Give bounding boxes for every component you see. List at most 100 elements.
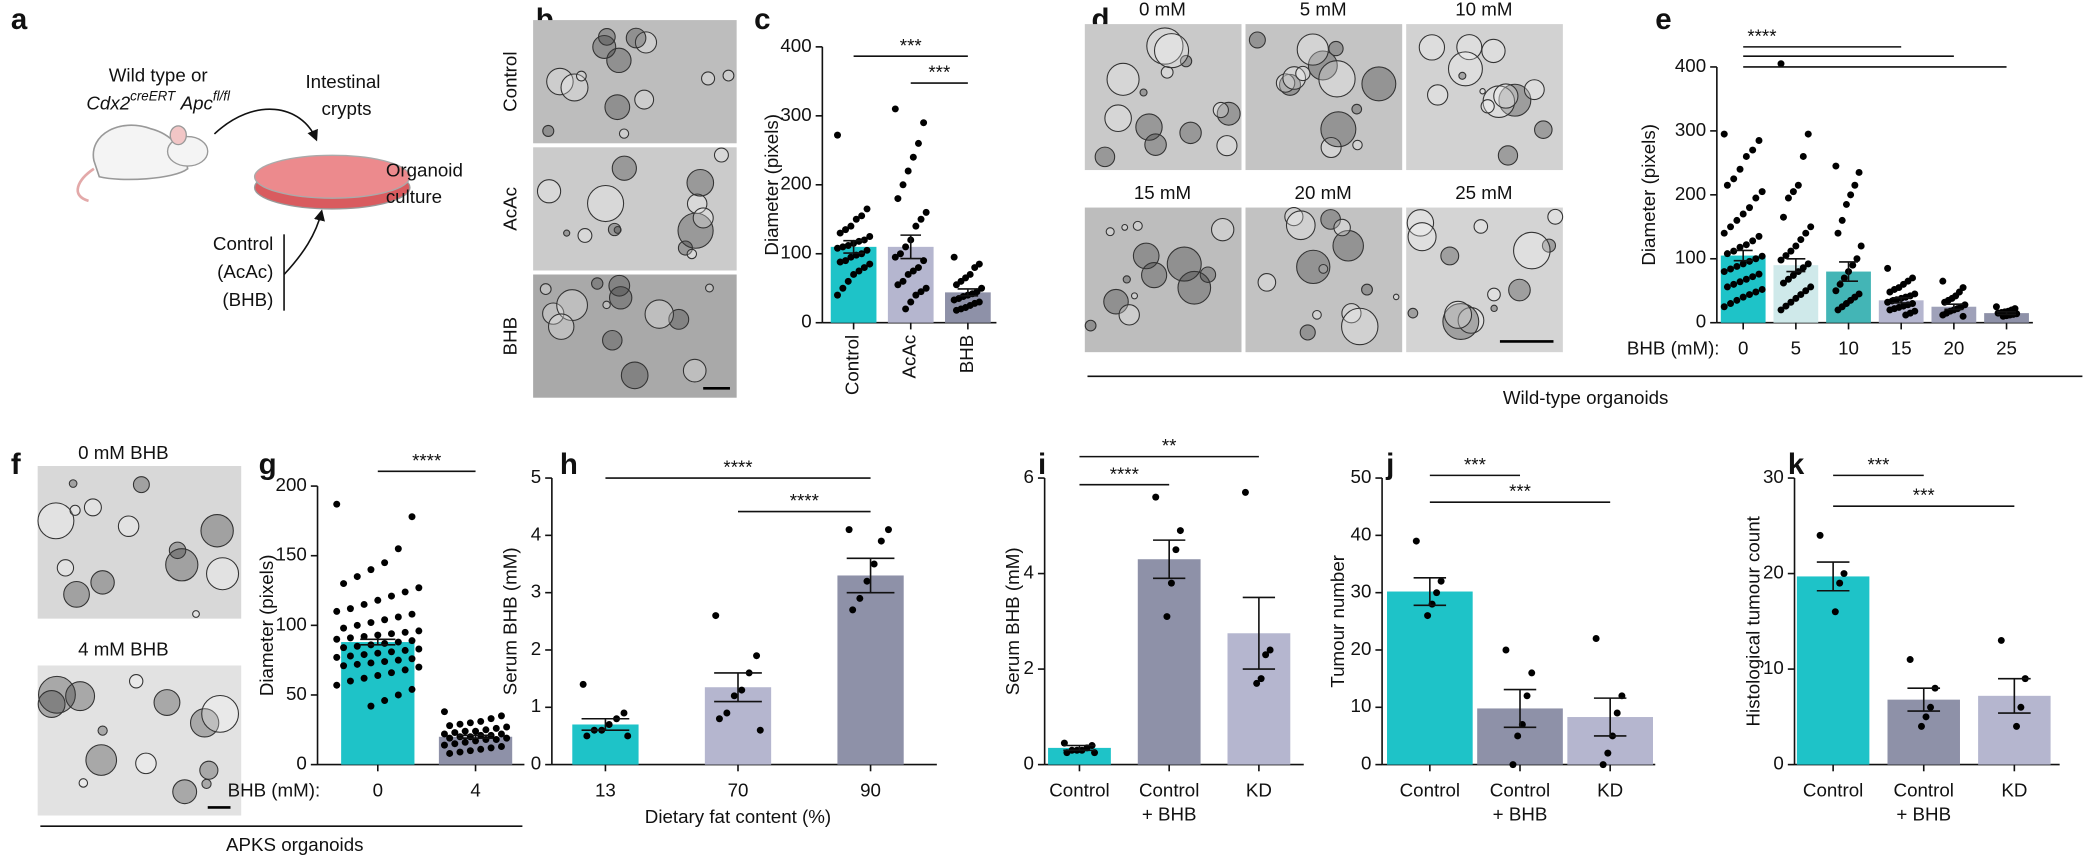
y-tick-label: 10 [1763, 657, 1784, 678]
chart-panel: k Histological tumour count 0 10 20 30 Control… [1742, 448, 2060, 824]
data-point [863, 577, 871, 585]
y-axis-label: Diameter (pixels) [761, 114, 782, 256]
data-point [394, 656, 402, 664]
organoid-texture [608, 274, 631, 297]
organoid-texture [37, 690, 66, 718]
bar [572, 724, 639, 765]
organoid-texture [1352, 139, 1363, 151]
data-point [1262, 651, 1270, 659]
data-point [1733, 216, 1741, 224]
organoid-texture [153, 689, 181, 716]
data-point [1749, 237, 1757, 245]
data-point [1152, 493, 1160, 501]
y-tick-label: 4 [531, 523, 541, 544]
data-point [482, 726, 490, 734]
panel-letter: k [1788, 448, 1805, 481]
organoid-texture [1490, 304, 1498, 313]
x-tick-label: + BHB [1142, 803, 1197, 824]
data-point [858, 212, 866, 220]
data-point [836, 229, 844, 237]
data-point [1727, 300, 1735, 308]
data-point [579, 680, 587, 688]
data-point [446, 749, 454, 757]
x-tick-label: AcAc [899, 335, 920, 379]
organoid-texture [713, 147, 729, 163]
data-point [446, 734, 454, 742]
organoid-texture [592, 34, 617, 59]
data-point [1742, 241, 1750, 249]
panel-letter: g [259, 448, 277, 481]
data-point [844, 241, 852, 249]
organoid-texture [1307, 50, 1338, 81]
data-point [899, 181, 907, 189]
data-point [374, 671, 382, 679]
data-point [1167, 579, 1175, 587]
data-point [456, 748, 464, 756]
data-point [839, 243, 847, 251]
data-point [1163, 613, 1171, 621]
x-tick-label: Control [1400, 779, 1460, 800]
data-point [912, 222, 920, 230]
error-bar [900, 234, 922, 260]
organoid-texture [1328, 40, 1344, 57]
error-bar [1786, 257, 1806, 273]
organoid-texture [135, 752, 157, 775]
y-tick-label: 4 [1024, 562, 1034, 583]
data-point [381, 697, 389, 705]
data-point [855, 267, 863, 275]
column-label: 5 mM [1300, 0, 1347, 20]
data-point [866, 233, 874, 240]
y-axis-label: Serum BHB (mM) [500, 547, 521, 695]
error-bar [1944, 303, 1964, 311]
column-label: 20 mM [1295, 182, 1352, 203]
data-point [353, 621, 361, 629]
data-point [1902, 311, 1910, 319]
data-point [917, 215, 925, 223]
micrograph [37, 465, 242, 619]
row-label: BHB [500, 317, 521, 356]
organoid-texture [1442, 303, 1480, 340]
data-point [952, 281, 960, 289]
data-point [477, 745, 485, 753]
data-point [415, 663, 423, 671]
y-tick-label: 300 [780, 104, 811, 125]
data-point [1834, 229, 1842, 237]
label: Organoid [386, 159, 463, 180]
micrograph [37, 665, 242, 816]
data-point [333, 607, 341, 615]
data-point [360, 633, 368, 640]
data-point [2017, 703, 2025, 711]
data-point [408, 637, 416, 645]
data-point [839, 284, 847, 292]
row-label: Control [500, 51, 521, 111]
data-point [1927, 703, 1935, 711]
significance-label: *** [1913, 485, 1935, 506]
data-point [1855, 168, 1863, 176]
organoid-texture [90, 570, 115, 595]
error-bar [1733, 249, 1753, 262]
data-point [456, 720, 464, 728]
data-point [333, 635, 341, 643]
y-axis-label: Tumour number [1327, 555, 1348, 688]
micrograph [1084, 24, 1242, 171]
y-tick-label: 150 [276, 544, 307, 565]
y-tick-label: 20 [1763, 562, 1784, 583]
data-point [971, 264, 979, 272]
data-point [346, 677, 354, 685]
organoid-texture [1333, 218, 1351, 237]
data-point [909, 153, 917, 161]
organoid-texture [644, 299, 675, 329]
data-point [902, 305, 910, 313]
data-point [1802, 287, 1810, 295]
mouse-ear [169, 125, 187, 146]
data-point [1736, 278, 1744, 286]
data-point [1730, 175, 1738, 183]
data-point [912, 291, 920, 299]
data-point [1749, 146, 1757, 154]
label: Control [213, 233, 273, 254]
organoid-texture [1447, 51, 1483, 87]
x-tick-label: + BHB [1896, 803, 1951, 824]
organoid-texture [1341, 307, 1379, 346]
organoid-texture [200, 514, 234, 548]
data-point [482, 736, 490, 744]
